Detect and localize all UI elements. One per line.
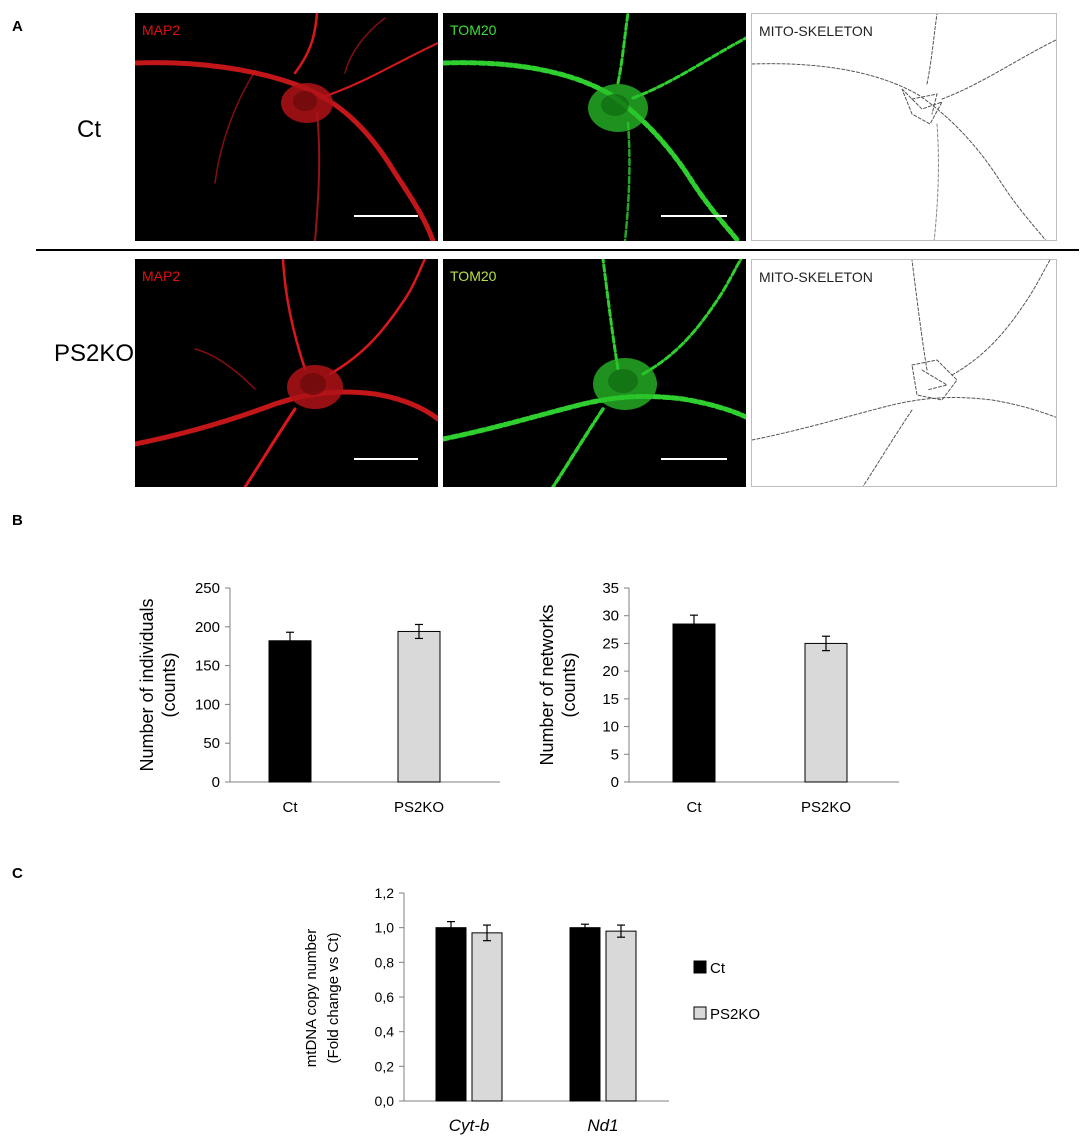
y-axis-label-line: Number of networks	[537, 604, 557, 765]
bar	[672, 623, 716, 783]
bar-ct	[435, 927, 467, 1102]
y-tick-label: 250	[195, 580, 220, 597]
neuron-image	[443, 13, 746, 241]
channel-label-tom20: TOM20	[450, 22, 497, 38]
row-label-ps2ko: PS2KO	[54, 340, 135, 367]
y-tick-label: 30	[602, 608, 619, 625]
channel-label-map2: MAP2	[142, 22, 181, 38]
y-tick-label: 50	[203, 735, 220, 752]
bar-ps2ko	[471, 932, 503, 1102]
x-category-label: Nd1	[587, 1116, 618, 1135]
legend-label: PS2KO	[710, 1006, 760, 1023]
y-tick-label: 20	[602, 663, 619, 680]
panel-letter-b: B	[12, 512, 23, 529]
y-tick-label: 0	[212, 774, 220, 791]
y-tick-label: 25	[602, 635, 619, 652]
y-axis-label: mtDNA copy number (Fold change vs Ct)	[303, 929, 342, 1067]
y-tick-label: 150	[195, 658, 220, 675]
y-tick-label: 1,2	[375, 885, 395, 901]
micrograph-ct-tom20: TOM20	[443, 13, 746, 241]
y-axis-label-line: (counts)	[159, 652, 179, 717]
y-tick-label: 35	[602, 580, 619, 597]
channel-label-mito-skeleton: MITO-SKELETON	[759, 269, 873, 285]
micrograph-ct-map2: MAP2	[135, 13, 438, 241]
y-axis-label: Number of individuals (counts)	[137, 598, 179, 771]
x-category-label: PS2KO	[801, 799, 851, 816]
micrograph-ps2ko-map2: MAP2	[135, 259, 438, 487]
y-tick-label: 0	[611, 774, 619, 791]
y-tick-label: 5	[611, 746, 619, 763]
y-tick-label: 0,8	[375, 954, 395, 970]
x-category-label: Ct	[283, 799, 299, 816]
panel-letter-c: C	[12, 865, 23, 882]
bar-ps2ko	[605, 930, 637, 1102]
bar-ct	[569, 927, 601, 1102]
y-tick-label: 1,0	[375, 920, 395, 936]
y-tick-label: 10	[602, 719, 619, 736]
y-axis-label: Number of networks (counts)	[537, 604, 579, 765]
legend-label: Ct	[710, 960, 726, 977]
y-tick-label: 200	[195, 619, 220, 636]
micrograph-ps2ko-mito-skeleton: MITO-SKELETON	[751, 259, 1057, 487]
y-tick-label: 100	[195, 696, 220, 713]
neuron-image	[135, 13, 438, 241]
y-axis-label-line: (Fold change vs Ct)	[325, 933, 342, 1064]
row-label-ct: Ct	[77, 116, 101, 143]
y-tick-label: 0,0	[375, 1093, 395, 1109]
skeleton-image	[752, 14, 1056, 240]
y-axis-label-line: mtDNA copy number	[303, 929, 320, 1067]
x-category-label: Cyt-b	[449, 1116, 490, 1135]
channel-label-map2: MAP2	[142, 268, 181, 284]
neuron-image	[135, 259, 438, 487]
scale-bar	[661, 458, 727, 460]
y-tick-label: 0,2	[375, 1058, 395, 1074]
channel-label-mito-skeleton: MITO-SKELETON	[759, 23, 873, 39]
scale-bar	[661, 215, 727, 217]
bar	[804, 642, 848, 783]
legend-swatch	[693, 960, 707, 974]
y-axis-label-line: Number of individuals	[137, 598, 157, 771]
x-category-label: Ct	[687, 799, 703, 816]
micrograph-ps2ko-tom20: TOM20	[443, 259, 746, 487]
panel-letter-a: A	[12, 18, 23, 35]
micrograph-ct-mito-skeleton: MITO-SKELETON	[751, 13, 1057, 241]
y-axis-label-line: (counts)	[559, 652, 579, 717]
x-category-label: PS2KO	[394, 799, 444, 816]
neuron-image	[443, 259, 746, 487]
y-tick-label: 0,4	[375, 1024, 395, 1040]
scale-bar	[354, 458, 418, 460]
bar	[397, 630, 441, 783]
y-tick-label: 15	[602, 691, 619, 708]
scale-bar	[354, 215, 418, 217]
channel-label-tom20: TOM20	[450, 268, 497, 284]
legend-swatch	[693, 1006, 707, 1020]
row-divider	[36, 249, 1079, 251]
skeleton-image	[752, 260, 1056, 486]
y-tick-label: 0,6	[375, 989, 395, 1005]
bar	[268, 640, 312, 783]
